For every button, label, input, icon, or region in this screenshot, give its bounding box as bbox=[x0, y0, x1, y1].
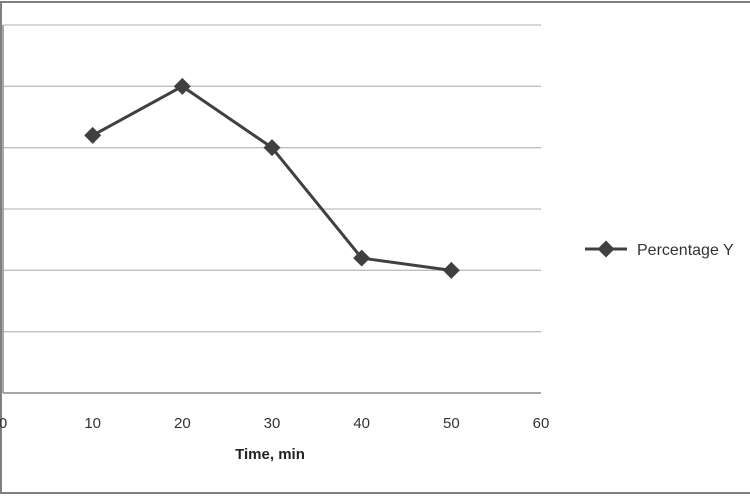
x-tick-labels: 0 10 20 30 40 50 60 bbox=[0, 415, 549, 432]
legend-label: Percentage Y bbox=[637, 242, 734, 259]
legend: Percentage Y bbox=[585, 240, 734, 259]
series-line bbox=[91, 84, 452, 272]
x-tick-label: 60 bbox=[533, 415, 550, 432]
data-point bbox=[442, 261, 460, 279]
x-tick-label: 50 bbox=[443, 415, 460, 432]
data-point bbox=[173, 77, 191, 95]
x-axis-label: Time, min bbox=[235, 446, 305, 463]
gridlines bbox=[3, 24, 541, 333]
data-point bbox=[263, 139, 281, 157]
legend-marker bbox=[597, 240, 615, 258]
x-tick-label: 0 bbox=[0, 415, 7, 432]
x-tick-label: 20 bbox=[174, 415, 191, 432]
x-tick-label: 40 bbox=[353, 415, 370, 432]
x-tick-label: 30 bbox=[264, 415, 281, 432]
series-group bbox=[84, 77, 460, 279]
data-point bbox=[353, 249, 371, 267]
x-tick-label: 10 bbox=[84, 415, 101, 432]
data-point bbox=[84, 126, 102, 144]
